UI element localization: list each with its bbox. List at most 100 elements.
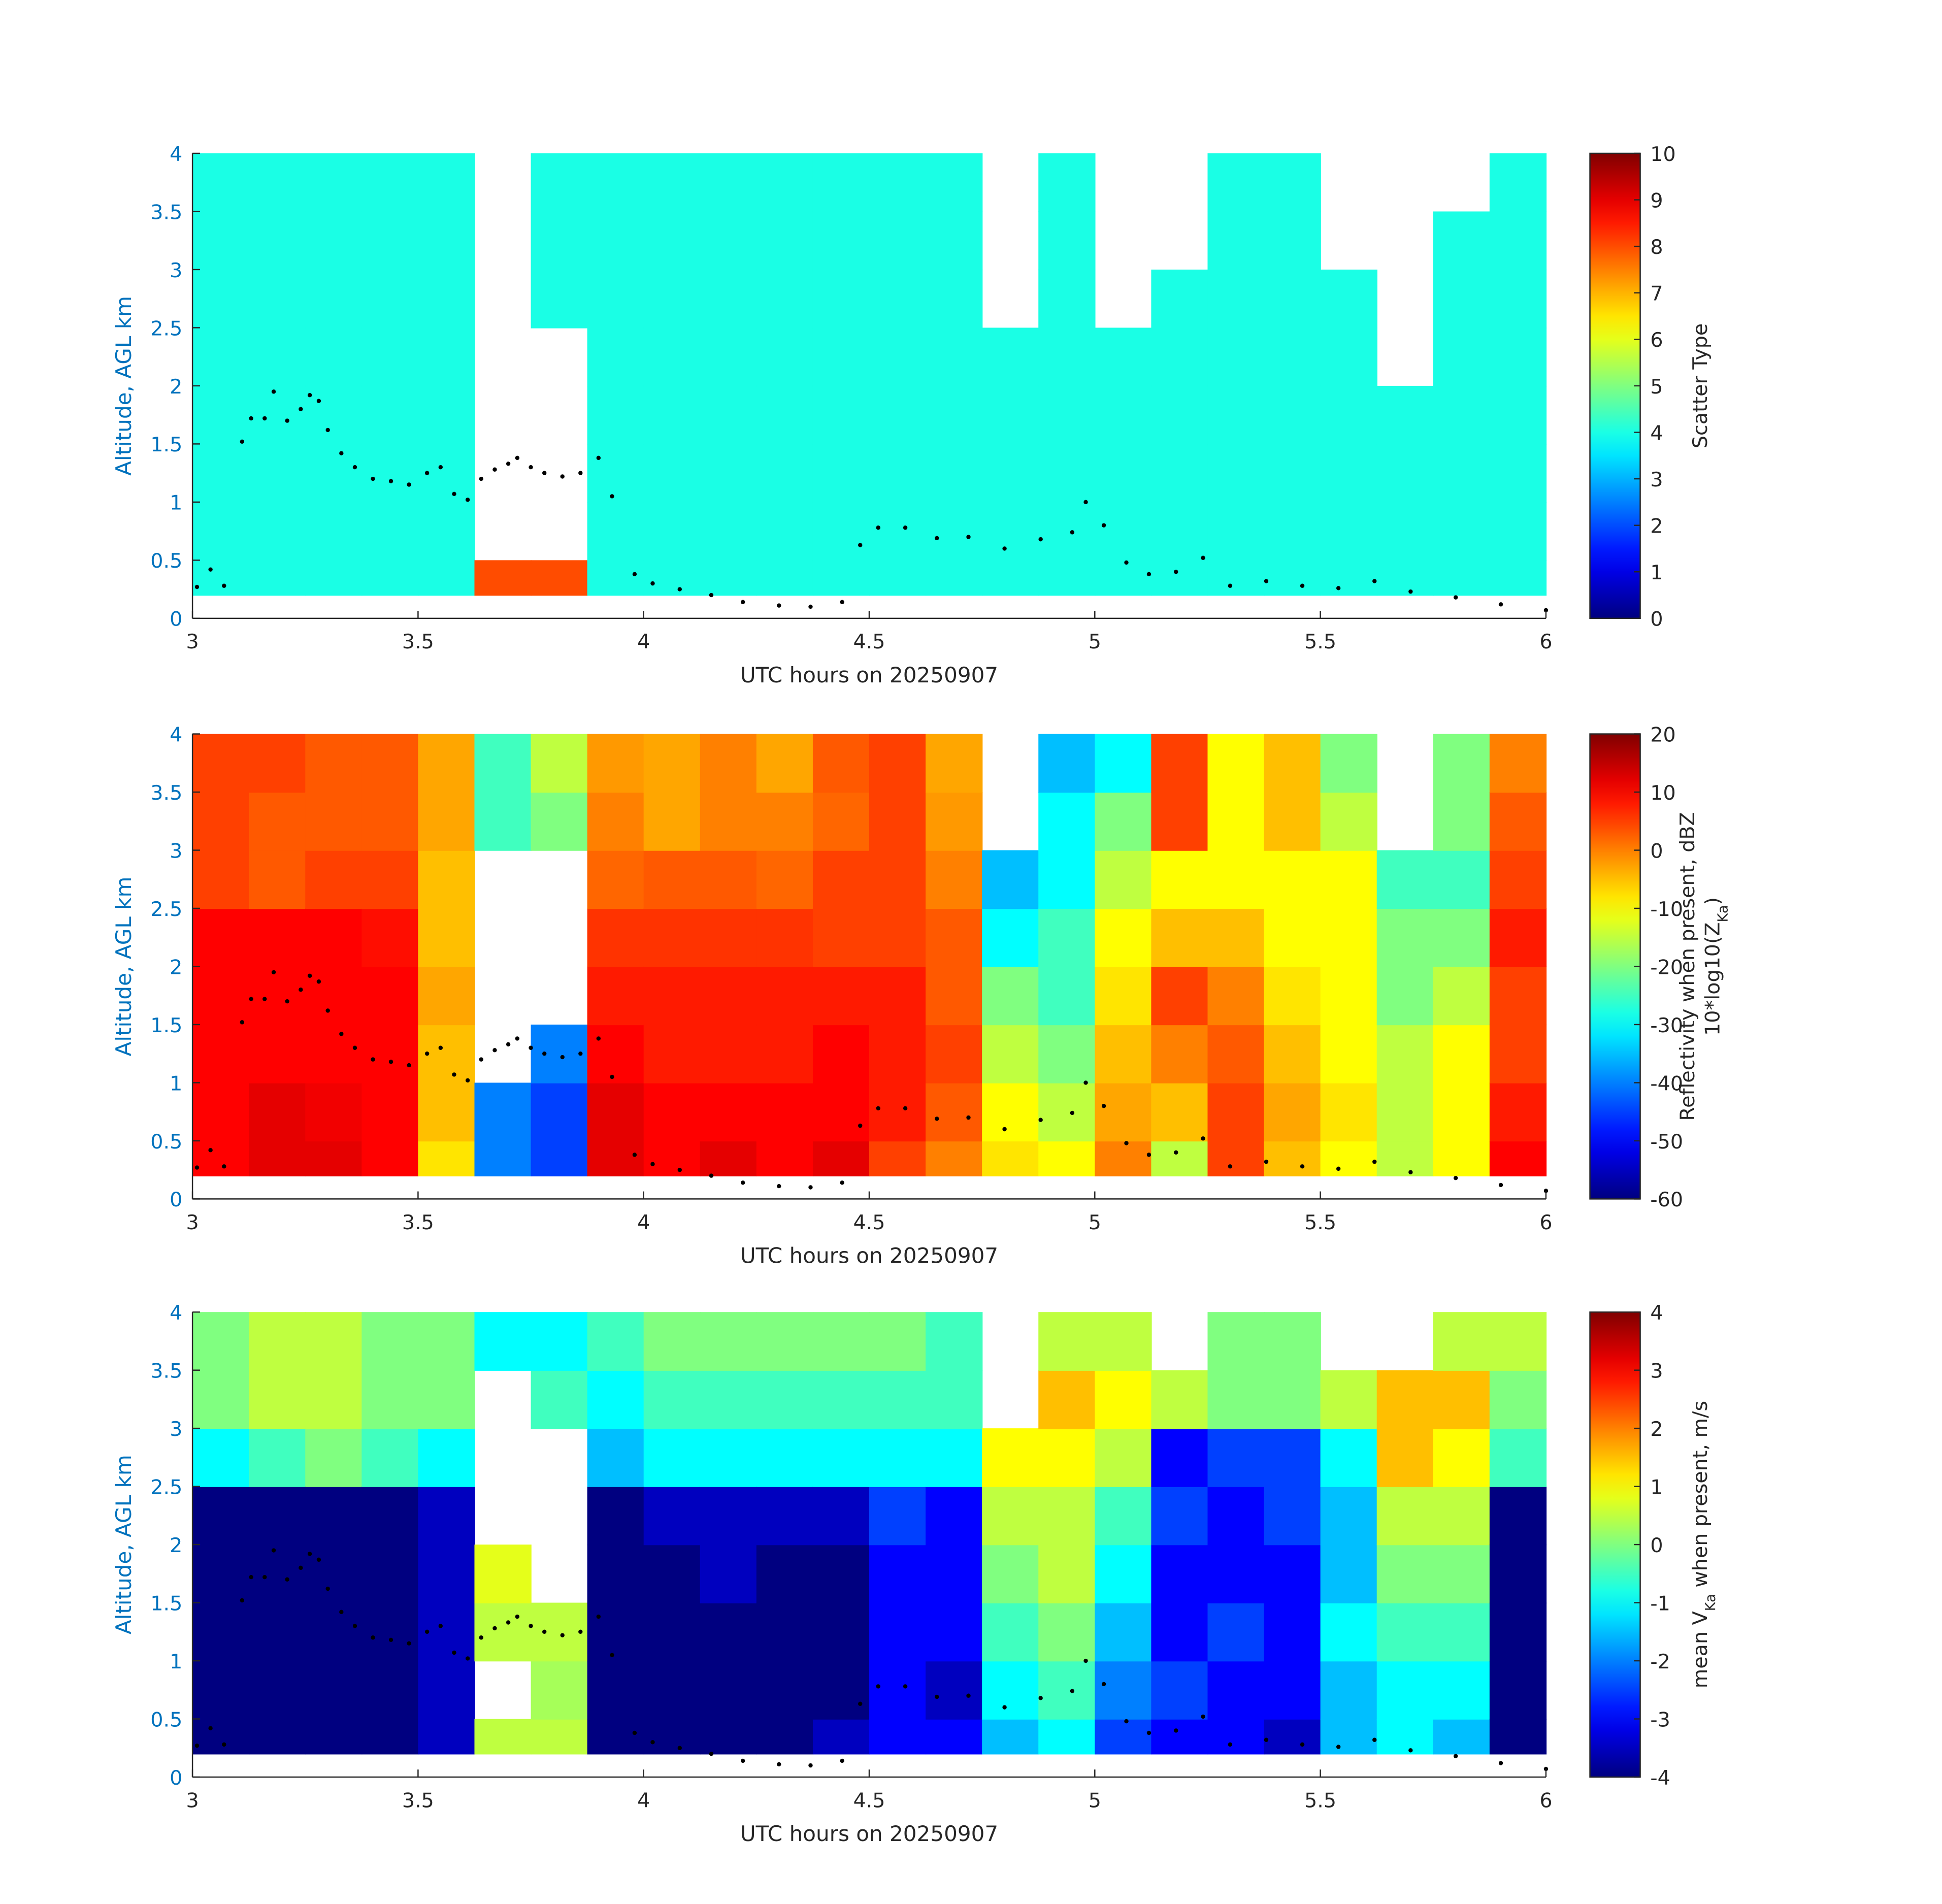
cell: [869, 1312, 927, 1371]
cell: [1095, 1082, 1152, 1142]
cell: [643, 1719, 701, 1755]
cell: [756, 908, 814, 967]
cell: [1433, 966, 1491, 1026]
cell: [700, 966, 758, 1026]
dot: [596, 455, 601, 461]
cell: [1433, 1428, 1491, 1487]
dot: [1124, 560, 1129, 565]
cell: [418, 850, 475, 909]
cell: [1095, 1024, 1152, 1084]
dot: [903, 1684, 908, 1689]
cell: [1376, 1719, 1434, 1755]
cell: [361, 1140, 419, 1176]
colorbar-tick-label: 2: [1650, 1418, 1663, 1441]
cell: [531, 1082, 588, 1142]
cell: [361, 327, 419, 387]
cell: [1207, 1661, 1265, 1720]
cell: [1320, 1602, 1377, 1662]
cell: [700, 1545, 758, 1603]
cell: [249, 1602, 306, 1662]
y-tick-label: 0: [170, 1766, 182, 1790]
cell: [643, 1602, 701, 1662]
dot: [560, 1633, 565, 1637]
cell: [869, 1545, 927, 1603]
cell: [1489, 560, 1547, 596]
dot: [542, 471, 547, 475]
cell: [1038, 908, 1096, 967]
cell: [305, 734, 363, 793]
cell: [643, 1082, 701, 1142]
cell: [926, 1661, 983, 1720]
colorbar-tick-label: -2: [1650, 1650, 1670, 1673]
cell: [812, 850, 870, 909]
colorbar-label: mean VKa when present, m/s: [1689, 1401, 1718, 1688]
cell: [1376, 444, 1434, 503]
cell: [982, 1024, 1039, 1084]
x-tick-label: 3.5: [402, 1789, 434, 1812]
dot: [1124, 1719, 1129, 1724]
dot: [808, 1185, 813, 1190]
dot: [1453, 1175, 1458, 1180]
x-tick-label: 5.5: [1304, 630, 1336, 653]
dot: [632, 572, 637, 577]
cell: [982, 1602, 1039, 1662]
dot: [858, 1123, 863, 1128]
dot: [285, 1577, 289, 1582]
cell: [869, 908, 927, 967]
cell: [1376, 560, 1434, 596]
cell: [926, 1140, 983, 1176]
cell: [249, 1082, 306, 1142]
panel: 0 0.5 1 1.5 2 2.5 3 3.5 4 3 3.5 4 4.5 5 5.5 6 UTC hours …: [111, 723, 1731, 1268]
cell: [1489, 1486, 1547, 1546]
cell: [1095, 1545, 1152, 1603]
cell: [1207, 1486, 1265, 1546]
cell: [249, 1661, 306, 1720]
dot: [515, 455, 520, 461]
colorbar-label: Reflectivity when present, dBZ: [1676, 812, 1699, 1121]
y-tick-label: 0.5: [150, 1130, 182, 1154]
cell: [756, 1370, 814, 1429]
dot: [438, 1045, 443, 1050]
y-tick-label: 0.5: [150, 549, 182, 573]
cell: [1376, 1140, 1434, 1176]
cell: [700, 734, 758, 793]
cell: [1433, 211, 1491, 271]
cell: [1207, 1312, 1265, 1371]
cell: [1207, 502, 1265, 561]
cell: [869, 560, 927, 596]
cell: [812, 908, 870, 967]
cell: [1207, 908, 1265, 967]
x-axis-label: UTC hours on 20250907: [740, 1243, 998, 1268]
cell: [192, 211, 250, 271]
cell: [926, 1486, 983, 1546]
cell: [812, 444, 870, 503]
cell: [1038, 1082, 1096, 1142]
dot: [452, 491, 456, 497]
dot: [858, 1701, 863, 1706]
cell: [1038, 560, 1096, 596]
dot: [840, 600, 844, 604]
dot: [465, 1078, 470, 1083]
dot: [285, 999, 289, 1004]
cell: [418, 1082, 475, 1142]
cell: [926, 269, 983, 329]
cell: [1264, 1602, 1321, 1662]
y-tick-label: 2: [170, 375, 182, 399]
cell: [1433, 1024, 1491, 1084]
cell: [305, 1082, 363, 1142]
cell: [1320, 502, 1377, 561]
cell: [1376, 1082, 1434, 1142]
cell: [418, 1719, 475, 1755]
cell: [474, 1312, 532, 1371]
cell: [1489, 1082, 1547, 1142]
dot: [1101, 1104, 1106, 1108]
cell: [926, 1370, 983, 1429]
cell: [361, 850, 419, 909]
cell: [1433, 1486, 1491, 1546]
cell: [1264, 1312, 1321, 1371]
cell: [756, 1661, 814, 1720]
cell: [700, 1719, 758, 1755]
cell: [1095, 1140, 1152, 1176]
y-tick-label: 4: [170, 143, 182, 166]
cell: [926, 1602, 983, 1662]
